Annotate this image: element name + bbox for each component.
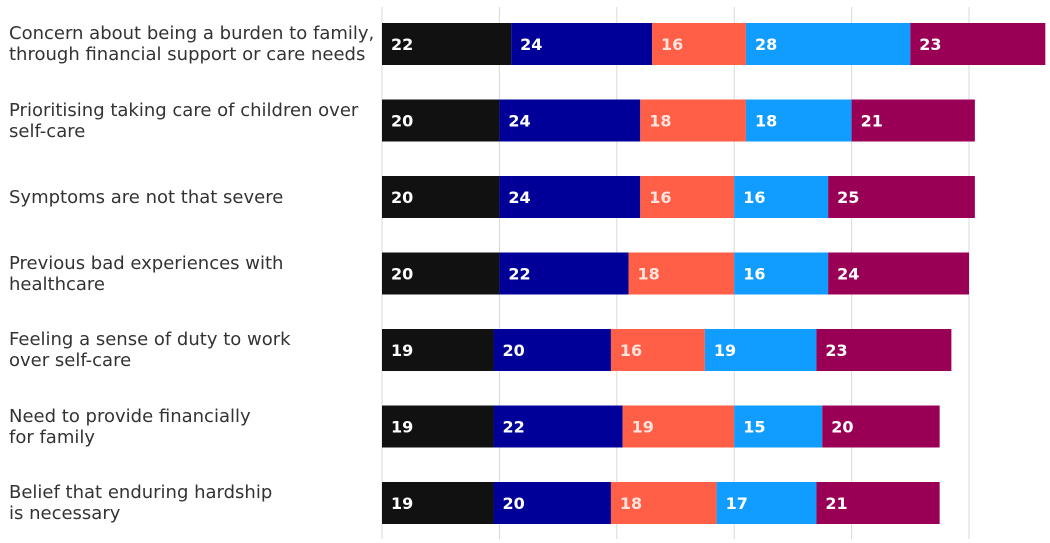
bar-value-label: 19 — [714, 341, 736, 360]
bar-value-label: 20 — [831, 418, 853, 437]
bar-value-label: 21 — [861, 112, 883, 131]
bar-value-label: 15 — [743, 418, 765, 437]
bar-value-label: 16 — [620, 341, 642, 360]
category-label: Belief that enduring hardship is necessar… — [9, 482, 273, 524]
bar-value-label: 17 — [726, 494, 748, 513]
bar-value-label: 20 — [503, 341, 525, 360]
bar-value-label: 21 — [825, 494, 847, 513]
bar-segment — [640, 176, 735, 218]
bar-segment — [382, 99, 500, 142]
bar-value-label: 20 — [503, 494, 525, 513]
bar-value-label: 16 — [649, 188, 671, 207]
bar-segment — [499, 99, 641, 142]
bar-value-label: 24 — [520, 35, 542, 54]
bar-segment — [382, 176, 500, 218]
bar-value-label: 18 — [755, 112, 777, 131]
bar-segment — [610, 482, 717, 524]
bar-segment — [382, 405, 494, 448]
bar-segment — [493, 405, 623, 448]
category-label: Prioritising taking care of children ove… — [9, 99, 359, 142]
bar-segment — [828, 252, 969, 295]
bar-value-label: 16 — [743, 265, 765, 284]
bar-value-label: 24 — [508, 112, 530, 131]
category-label: Feeling a sense of duty to work over self… — [9, 329, 291, 371]
bar-segment — [382, 23, 512, 65]
bar-segment — [382, 329, 494, 371]
bar-segment — [816, 482, 940, 524]
bar-value-label: 16 — [661, 35, 683, 54]
category-label: Symptoms are not that severe — [9, 186, 284, 208]
bar-value-label: 18 — [638, 265, 660, 284]
bar-segment — [822, 405, 940, 448]
bar-segment — [734, 176, 829, 218]
bar-value-label: 19 — [391, 418, 413, 437]
bar-value-label: 25 — [837, 188, 859, 207]
bar-segment — [610, 329, 705, 371]
bar-segment — [493, 482, 611, 524]
bar-value-label: 16 — [743, 188, 765, 207]
bar-segment — [499, 176, 641, 218]
bar-value-label: 23 — [919, 35, 941, 54]
bar-segment — [622, 405, 735, 448]
bar-segment — [910, 23, 1046, 65]
bar-segment — [716, 482, 817, 524]
bar-segment — [493, 329, 611, 371]
bar-segment — [511, 23, 653, 65]
bar-value-label: 19 — [391, 494, 413, 513]
bar-segment — [382, 252, 500, 295]
bar-segment — [828, 176, 975, 218]
bar-segment — [851, 99, 975, 142]
bar-segment — [734, 252, 829, 295]
bar-segment — [382, 482, 494, 524]
bar-value-label: 24 — [837, 265, 859, 284]
bar-segment — [499, 252, 629, 295]
bar-value-label: 19 — [632, 418, 654, 437]
bar-value-label: 18 — [620, 494, 642, 513]
bar-segment — [816, 329, 952, 371]
category-label: Concern about being a burden to family, t… — [9, 23, 375, 65]
bar-value-label: 20 — [391, 265, 413, 284]
bar-value-label: 24 — [508, 188, 530, 207]
bar-value-label: 19 — [391, 341, 413, 360]
bar-segment — [745, 99, 852, 142]
bar-value-label: 22 — [508, 265, 530, 284]
bar-value-label: 20 — [391, 112, 413, 131]
bar-value-label: 23 — [825, 341, 847, 360]
bar-segment — [628, 252, 735, 295]
bar-value-label: 28 — [755, 35, 777, 54]
bar-segment — [745, 23, 911, 65]
category-label: Previous bad experiences with healthcare — [9, 252, 284, 295]
bar-segment — [704, 329, 817, 371]
bar-value-label: 22 — [503, 418, 525, 437]
bar-segment — [640, 99, 746, 142]
bar-segment — [652, 23, 746, 65]
bar-value-label: 20 — [391, 188, 413, 207]
category-label: Need to provide financially for family — [9, 405, 251, 448]
bar-value-label: 22 — [391, 35, 413, 54]
bar-value-label: 18 — [649, 112, 671, 131]
bar-segment — [734, 405, 823, 448]
